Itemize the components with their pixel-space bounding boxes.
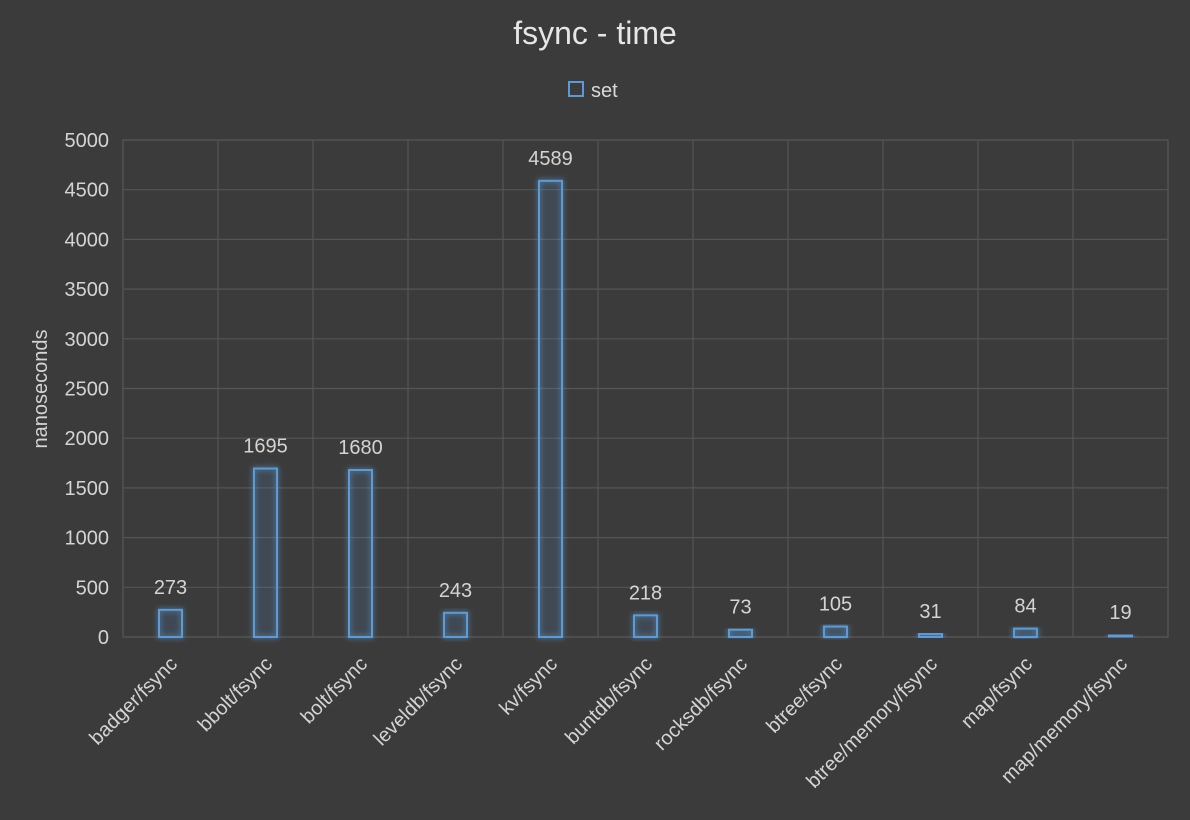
data-label: 243 [439,580,472,602]
data-labels: 273 1695 1680 243 4589 218 73 105 31 84 19 [154,148,1132,624]
bar-btree-memory-fsync [918,632,943,638]
data-label: 1695 [243,436,288,458]
y-tick-label: 0 [98,627,109,649]
y-tick-label: 1500 [65,478,110,500]
data-label: 84 [1014,596,1036,618]
y-tick-label: 3500 [65,279,110,301]
y-tick-label: 2000 [65,428,110,450]
y-tick-label: 1000 [65,528,110,550]
grid [122,139,1169,638]
x-tick-label: bbolt/fsync [194,653,277,736]
data-label: 4589 [528,148,573,170]
data-label: 273 [154,577,187,599]
bar-buntdb-fsync [633,614,658,639]
bar-badger-fsync [158,608,183,638]
bar-map-fsync [1013,627,1038,638]
x-tick-label: rocksdb/fsync [650,653,752,755]
x-tick-label: bolt/fsync [297,653,372,728]
y-tick-label: 4500 [65,180,110,202]
bar-leveldb-fsync [443,611,468,639]
x-tick-label: btree/fsync [762,653,847,738]
bar-kv-fsync [538,179,563,638]
y-tick-label: 5000 [65,130,110,152]
x-tick-label: kv/fsync [495,653,562,720]
data-label: 1680 [338,437,383,459]
x-tick-label: badger/fsync [86,653,183,750]
legend: set [568,80,618,102]
x-tick-label: buntdb/fsync [561,653,657,749]
bar-bbolt-fsync [253,467,278,638]
y-tick-label: 2500 [65,379,110,401]
y-axis-title: nanoseconds [30,330,52,449]
bar-map-memory-fsync [1108,634,1133,638]
y-axis: 0 500 1000 1500 2000 2500 3000 3500 4000 4500 5000 [65,130,110,649]
bar-bolt-fsync [348,469,373,638]
x-tick-label: map/fsync [957,653,1037,733]
y-tick-label: 3000 [65,329,110,351]
data-label: 19 [1109,602,1131,624]
bars [158,179,1133,639]
data-label: 105 [819,594,852,616]
data-label: 73 [729,597,751,619]
chart-title: fsync - time [513,15,677,51]
data-label: 31 [919,601,941,623]
y-tick-label: 4000 [65,229,110,251]
y-tick-label: 500 [76,577,109,599]
x-axis: badger/fsync bbolt/fsync bolt/fsyncleveldb… [86,653,1133,793]
legend-label: set [591,80,618,102]
bar-rocksdb-fsync [728,628,753,638]
bar-btree-fsync [823,625,848,638]
data-label: 218 [629,582,662,604]
legend-swatch [568,81,584,97]
x-tick-label: leveldb/fsync [370,653,467,750]
